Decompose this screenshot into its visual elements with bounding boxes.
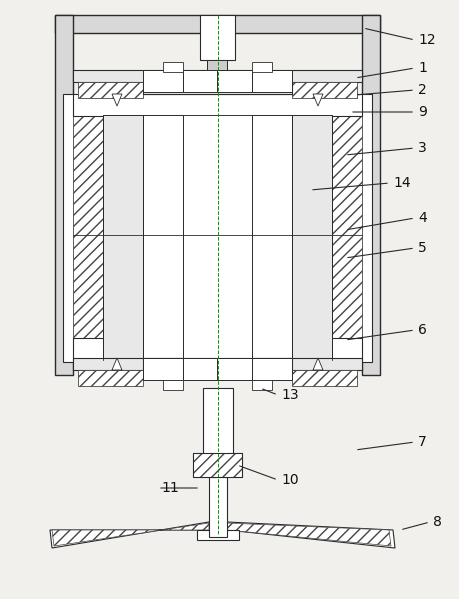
Text: 1: 1 (417, 61, 426, 75)
Polygon shape (52, 523, 208, 546)
Bar (196, 530, 239, 540)
Bar (73, 358, 361, 370)
Text: 4: 4 (417, 211, 426, 225)
Bar (200, 15, 235, 60)
Bar (78, 370, 143, 386)
Bar (207, 60, 226, 70)
Bar (252, 358, 291, 380)
Polygon shape (312, 358, 322, 370)
Bar (143, 82, 291, 94)
Bar (359, 94, 371, 362)
Bar (55, 15, 379, 33)
Bar (143, 358, 291, 370)
Bar (208, 477, 226, 537)
Text: 3: 3 (417, 141, 426, 155)
Bar (361, 15, 379, 375)
Bar (331, 115, 361, 360)
Bar (252, 62, 271, 72)
Bar (73, 94, 361, 116)
Polygon shape (226, 523, 390, 546)
Bar (78, 82, 143, 98)
Bar (217, 358, 252, 380)
Bar (183, 115, 252, 360)
Bar (202, 388, 233, 473)
Text: 9: 9 (417, 105, 426, 119)
Bar (73, 70, 361, 82)
Bar (193, 453, 241, 477)
Bar (183, 358, 218, 380)
Bar (55, 15, 73, 375)
Text: 2: 2 (417, 83, 426, 97)
Text: 5: 5 (417, 241, 426, 255)
Bar (73, 338, 361, 360)
Polygon shape (112, 358, 122, 370)
Bar (162, 380, 183, 390)
Text: 14: 14 (392, 176, 410, 190)
Bar (162, 62, 183, 72)
Text: 13: 13 (280, 388, 298, 402)
Text: 8: 8 (432, 515, 441, 529)
Bar (252, 70, 291, 92)
Bar (143, 70, 183, 92)
Text: 12: 12 (417, 33, 435, 47)
Text: 7: 7 (417, 435, 426, 449)
Text: 10: 10 (280, 473, 298, 487)
Bar (291, 82, 356, 98)
Bar (103, 115, 143, 360)
Bar (217, 70, 252, 92)
Bar (143, 115, 291, 360)
Bar (291, 370, 356, 386)
Text: 6: 6 (417, 323, 426, 337)
Text: 11: 11 (161, 481, 179, 495)
Bar (252, 380, 271, 390)
Bar (193, 453, 241, 477)
Polygon shape (50, 522, 208, 548)
Bar (291, 115, 331, 360)
Polygon shape (226, 522, 394, 548)
Bar (73, 115, 103, 360)
Polygon shape (112, 94, 122, 106)
Bar (143, 358, 183, 380)
Polygon shape (312, 94, 322, 106)
Bar (183, 70, 218, 92)
Bar (63, 94, 75, 362)
